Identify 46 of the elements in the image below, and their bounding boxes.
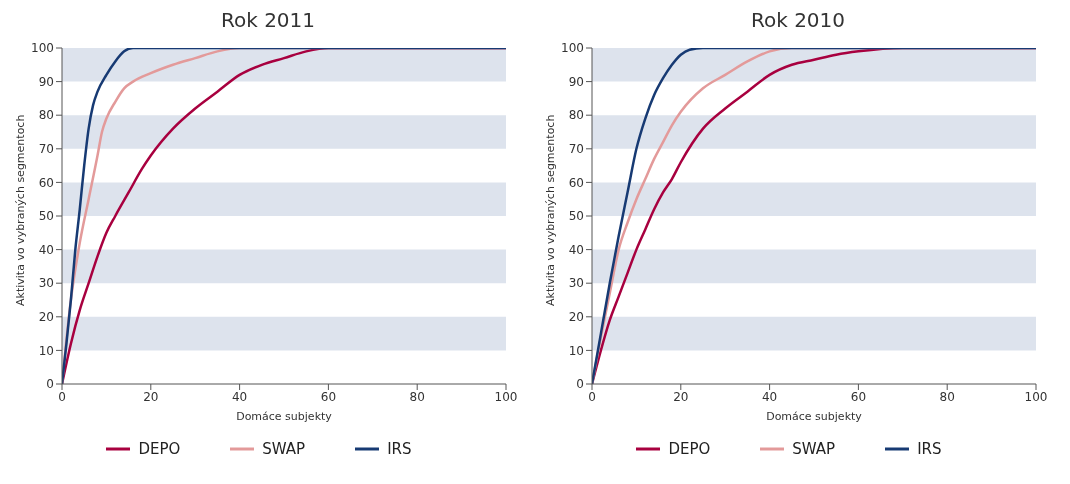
x-tick-label: 0 bbox=[58, 389, 66, 404]
y-tick-label: 50 bbox=[568, 209, 584, 224]
y-tick-label: 60 bbox=[568, 175, 584, 190]
legend-label: DEPO bbox=[137, 440, 181, 458]
y-tick-label: 70 bbox=[38, 142, 54, 157]
y-tick-label: 30 bbox=[38, 276, 54, 291]
x-tick-label: 100 bbox=[1024, 389, 1048, 404]
x-tick-label: 100 bbox=[494, 389, 518, 404]
x-tick-label: 20 bbox=[143, 389, 159, 404]
x-tick-label: 60 bbox=[320, 389, 337, 404]
chart-title: Rok 2010 bbox=[749, 8, 847, 34]
y-tick-label: 0 bbox=[46, 377, 54, 392]
y-tick-label: 90 bbox=[38, 74, 54, 89]
y-tick-label: 90 bbox=[568, 74, 584, 89]
y-axis-title: Aktivita vo vybraných segmentoch bbox=[543, 114, 557, 306]
y-tick-label: 80 bbox=[568, 108, 584, 123]
x-tick-label: 0 bbox=[588, 389, 596, 404]
legend-label: SWAP bbox=[791, 440, 836, 458]
y-tick-label: 20 bbox=[38, 310, 54, 325]
y-tick-label: 100 bbox=[561, 41, 584, 56]
y-axis-title: Aktivita vo vybraných segmentoch bbox=[13, 114, 27, 306]
y-tick-label: 0 bbox=[576, 377, 584, 392]
y-tick-label: 80 bbox=[38, 108, 54, 123]
y-tick-label: 10 bbox=[568, 343, 584, 358]
legend-label: DEPO bbox=[667, 440, 711, 458]
y-tick-label: 40 bbox=[568, 242, 584, 257]
y-tick-label: 20 bbox=[568, 310, 584, 325]
y-tick-label: 70 bbox=[568, 142, 584, 157]
y-tick-label: 60 bbox=[38, 175, 54, 190]
legend-label: IRS bbox=[386, 440, 412, 458]
y-tick-label: 30 bbox=[568, 276, 584, 291]
x-tick-label: 40 bbox=[761, 389, 778, 404]
legend-label: IRS bbox=[916, 440, 942, 458]
y-tick-label: 50 bbox=[38, 209, 54, 224]
x-tick-label: 80 bbox=[409, 389, 425, 404]
x-axis-title: Domáce subjekty bbox=[766, 410, 863, 423]
x-axis-title: Domáce subjekty bbox=[236, 410, 333, 423]
x-tick-label: 60 bbox=[850, 389, 867, 404]
x-tick-label: 40 bbox=[231, 389, 248, 404]
legend-label: SWAP bbox=[261, 440, 306, 458]
x-tick-label: 80 bbox=[939, 389, 955, 404]
x-tick-label: 20 bbox=[673, 389, 689, 404]
y-tick-label: 100 bbox=[31, 41, 54, 56]
chart-title: Rok 2011 bbox=[219, 8, 317, 34]
y-tick-label: 40 bbox=[38, 242, 54, 257]
y-tick-label: 10 bbox=[38, 343, 54, 358]
